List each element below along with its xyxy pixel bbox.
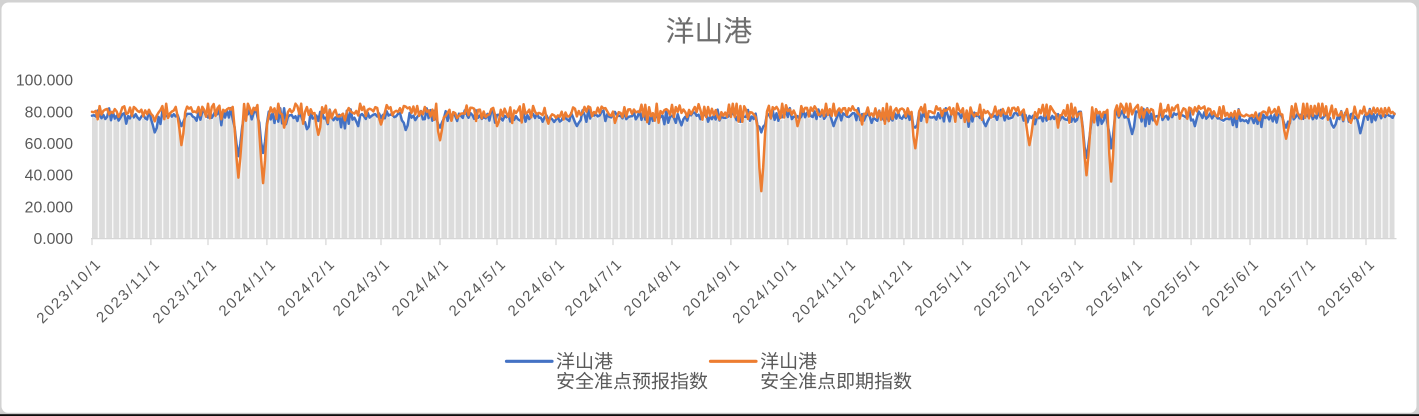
svg-text:20.000: 20.000 — [25, 199, 74, 216]
svg-text:80.000: 80.000 — [25, 104, 74, 121]
svg-text:0.000: 0.000 — [33, 231, 73, 248]
svg-text:40.000: 40.000 — [25, 168, 74, 185]
svg-text:60.000: 60.000 — [25, 136, 74, 153]
svg-text:100.000: 100.000 — [16, 73, 73, 90]
